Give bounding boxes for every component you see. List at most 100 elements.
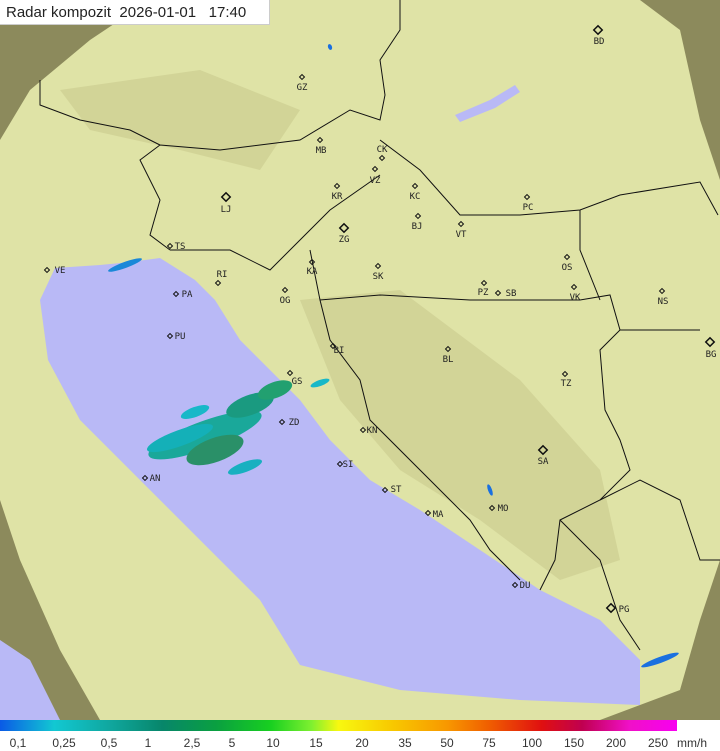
- city-label: RI: [217, 270, 228, 280]
- lake-balaton: [455, 85, 520, 122]
- city-markers: BD GZ MB CK VZ KC KR PC LJ BJ VT ZG TS VE RI KA SK OS VK NS…: [43, 24, 717, 615]
- city-label: SA: [538, 457, 549, 467]
- legend-labels: 0,1 0,25 0,5 1 2,5 5 10 15 20 35 50 75 100 150 200 250 m…: [0, 735, 720, 751]
- city-label: SK: [373, 272, 384, 282]
- legend-value: 100: [521, 736, 543, 750]
- city-marker-icon: [141, 474, 149, 482]
- legend-unit: mm/h: [677, 736, 707, 750]
- city-label: TS: [175, 242, 186, 252]
- city-label: DU: [520, 581, 531, 591]
- city-marker-icon: [411, 182, 419, 190]
- city-marker-icon: [511, 581, 519, 589]
- city-label: VZ: [370, 176, 381, 186]
- rain-cell: [327, 44, 333, 50]
- city-label: KN: [367, 426, 378, 436]
- title-date: 2026-01-01: [119, 4, 197, 21]
- capital-marker-icon: [592, 24, 604, 36]
- city-label: OS: [562, 263, 573, 273]
- rain-cell: [180, 405, 210, 419]
- legend-value: 0,1: [9, 736, 27, 750]
- city-marker-icon: [444, 345, 452, 353]
- legend-value: 200: [605, 736, 627, 750]
- city-marker-icon: [281, 286, 289, 294]
- rain-cell: [487, 484, 493, 496]
- legend-value: 15: [309, 736, 323, 750]
- city-marker-icon: [278, 418, 286, 426]
- legend-value: 5: [228, 736, 236, 750]
- sea-adriatic: [40, 258, 640, 705]
- city-label: SB: [506, 289, 517, 299]
- city-marker-icon: [286, 369, 294, 377]
- city-label: BD: [594, 37, 605, 47]
- city-marker-icon: [570, 283, 578, 291]
- city-label: CK: [377, 145, 388, 155]
- city-marker-icon: [480, 279, 488, 287]
- city-label: MB: [316, 146, 327, 156]
- capital-marker-icon: [220, 191, 232, 203]
- rain-cell: [108, 258, 142, 272]
- city-label: GS: [292, 377, 303, 387]
- capital-marker-icon: [704, 336, 716, 348]
- legend-value: 2,5: [183, 736, 201, 750]
- city-marker-icon: [561, 370, 569, 378]
- city-label: VK: [570, 293, 581, 303]
- legend-value: 50: [440, 736, 454, 750]
- capital-marker-icon: [537, 444, 549, 456]
- city-marker-icon: [658, 287, 666, 295]
- city-label: KC: [410, 192, 421, 202]
- rain-cell: [310, 378, 330, 388]
- city-label: ZD: [289, 418, 300, 428]
- legend-value: 1: [144, 736, 152, 750]
- city-marker-icon: [298, 73, 306, 81]
- city-marker-icon: [333, 182, 341, 190]
- city-label: ZG: [339, 235, 350, 245]
- city-marker-icon: [214, 279, 222, 287]
- city-label: PC: [523, 203, 534, 213]
- city-marker-icon: [172, 290, 180, 298]
- rain-cell: [227, 459, 263, 475]
- city-label: BG: [706, 350, 717, 360]
- radar-map[interactable]: BD GZ MB CK VZ KC KR PC LJ BJ VT ZG TS VE RI KA SK OS VK NS…: [0, 0, 720, 720]
- city-label: LJ: [221, 205, 232, 215]
- legend-value: 35: [398, 736, 412, 750]
- city-label: KR: [332, 192, 343, 202]
- city-label: AN: [150, 474, 161, 484]
- city-marker-icon: [494, 289, 502, 297]
- city-marker-icon: [308, 258, 316, 266]
- city-marker-icon: [329, 342, 337, 350]
- city-label: MO: [498, 504, 509, 514]
- city-label: PZ: [478, 288, 489, 298]
- city-marker-icon: [378, 154, 386, 162]
- city-label: PG: [619, 605, 630, 615]
- city-label: PA: [182, 290, 193, 300]
- city-marker-icon: [523, 193, 531, 201]
- city-marker-icon: [166, 242, 174, 250]
- legend-value: 0,25: [52, 736, 76, 750]
- city-label: TZ: [561, 379, 572, 389]
- city-marker-icon: [374, 262, 382, 270]
- city-label: BL: [443, 355, 454, 365]
- city-label: VE: [55, 266, 66, 276]
- city-label: BJ: [412, 222, 423, 232]
- city-label: MA: [433, 510, 444, 520]
- city-marker-icon: [371, 165, 379, 173]
- rain-cell: [146, 423, 214, 453]
- legend-value: 10: [266, 736, 280, 750]
- city-marker-icon: [457, 220, 465, 228]
- legend-value: 0,5: [100, 736, 118, 750]
- city-label: ST: [391, 485, 402, 495]
- precipitation-color-scale: [0, 720, 677, 731]
- rain-cell: [641, 652, 679, 668]
- city-marker-icon: [316, 136, 324, 144]
- city-marker-icon: [336, 460, 344, 468]
- legend-value: 75: [482, 736, 496, 750]
- city-marker-icon: [43, 266, 51, 274]
- city-label: PU: [175, 332, 186, 342]
- terrain-shading: [60, 70, 620, 580]
- city-marker-icon: [414, 212, 422, 220]
- capital-marker-icon: [605, 602, 617, 614]
- rain-cell: [186, 434, 244, 466]
- legend-value: 20: [355, 736, 369, 750]
- city-label: BI: [334, 346, 345, 356]
- rain-cell: [257, 380, 293, 400]
